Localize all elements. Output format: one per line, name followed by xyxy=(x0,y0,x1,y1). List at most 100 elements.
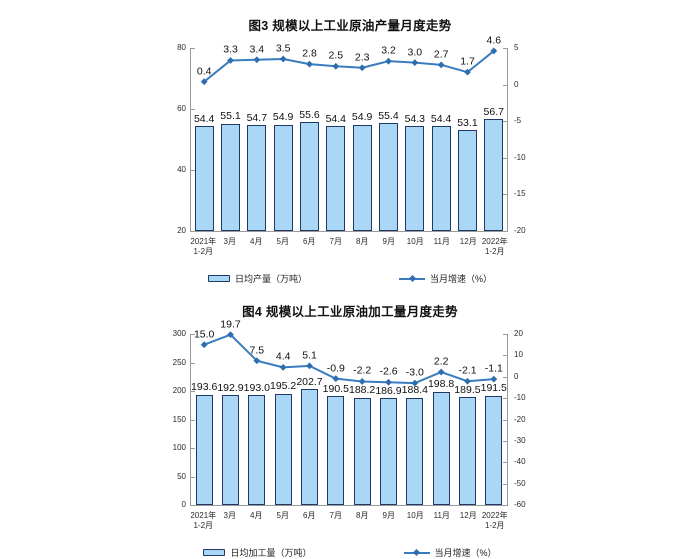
bar[interactable] xyxy=(458,397,476,505)
y-axis-tick-label: 80 xyxy=(177,43,186,52)
bar[interactable] xyxy=(195,394,213,505)
bar-slot: 55.6 xyxy=(296,48,322,231)
x-axis-label: 9月 xyxy=(382,511,395,520)
y-axis-tick-label: 0 xyxy=(181,500,186,509)
bar[interactable] xyxy=(353,397,371,505)
line-value-label: -2.6 xyxy=(379,365,398,378)
figure-3: 图3 规模以上工业原油产量月度走势 54.4 55.1 54.7 54.9 55.6 54… xyxy=(0,0,700,292)
y-axis-tick-label: 250 xyxy=(172,357,186,367)
bar[interactable] xyxy=(247,125,267,231)
y2-axis-tick-label: 5 xyxy=(514,43,519,52)
line-value-label: 3.4 xyxy=(249,43,265,56)
bar-slot: 193.0 xyxy=(244,334,270,505)
bar-slot: 54.3 xyxy=(402,48,428,231)
bar-value-label: 54.9 xyxy=(272,111,294,124)
x-axis-label: 9月 xyxy=(382,237,395,246)
x-axis-label: 4月 xyxy=(250,237,263,246)
bar-value-label: 188.2 xyxy=(348,384,376,397)
bar[interactable] xyxy=(274,393,292,505)
y2-axis-tick-label: -5 xyxy=(514,116,522,126)
bar[interactable] xyxy=(484,119,504,231)
bar-value-label: 56.7 xyxy=(483,105,504,118)
bar-value-label: 55.4 xyxy=(378,109,399,122)
bar[interactable] xyxy=(431,126,451,231)
figure-4-x-axis-labels: 2021年 1-2月 3月 4月 5月 6月 7月 8月 9月 10月 11月 12月 2022年 1… xyxy=(190,508,508,544)
y-axis-tick-mark xyxy=(191,476,195,478)
line-value-label: 2.2 xyxy=(433,355,449,368)
line-value-label: 2.7 xyxy=(433,48,449,61)
y2-axis-tick-label: -30 xyxy=(514,435,526,445)
y2-axis-tick-mark xyxy=(503,121,507,123)
bar-value-label: 54.9 xyxy=(351,111,373,124)
y2-axis-tick-mark xyxy=(503,376,507,378)
y-axis-tick-label: 50 xyxy=(177,471,186,481)
bar-value-label: 202.7 xyxy=(296,375,323,388)
y2-axis-tick-label: -10 xyxy=(514,152,526,162)
bar-slot: 191.5 xyxy=(481,334,507,505)
bar-slot: 54.9 xyxy=(349,48,375,231)
x-axis-label: 8月 xyxy=(356,237,369,246)
bar[interactable] xyxy=(248,395,266,505)
bar-slot: 190.5 xyxy=(323,334,349,505)
figure-4-legend-bar: 日均加工量（万吨） xyxy=(203,546,312,559)
x-axis-label: 6月 xyxy=(303,237,316,246)
bar[interactable] xyxy=(300,389,318,505)
bar-slot: 55.1 xyxy=(217,48,243,231)
line-value-label: -2.2 xyxy=(353,364,372,377)
line-swatch-icon xyxy=(403,548,430,557)
y2-axis-tick-label: 0 xyxy=(514,371,519,381)
bar[interactable] xyxy=(221,395,239,505)
bar[interactable] xyxy=(485,395,503,505)
y2-axis-tick-label: -10 xyxy=(514,393,526,403)
y2-axis-tick-mark xyxy=(503,355,507,357)
bar[interactable] xyxy=(457,130,477,231)
line-value-label: 3.0 xyxy=(407,46,423,59)
figure-3-legend-bar-label: 日均产量（万吨） xyxy=(234,274,307,284)
x-axis-label: 6月 xyxy=(303,511,316,520)
line-value-label: -3.0 xyxy=(405,366,424,379)
y2-axis-tick-label: 0 xyxy=(514,79,519,89)
y2-axis-tick-mark xyxy=(503,419,507,421)
x-axis-label: 2022年 1-2月 xyxy=(481,237,508,256)
figure-4-legend-line-label: 当月增速（%） xyxy=(434,548,497,558)
bar[interactable] xyxy=(406,397,424,505)
y2-axis-tick-mark xyxy=(503,231,507,232)
line-value-label: 5.1 xyxy=(302,349,317,362)
bar[interactable] xyxy=(194,126,214,231)
x-axis-label: 3月 xyxy=(223,511,236,520)
bar-value-label: 190.5 xyxy=(322,382,349,395)
bar-value-label: 54.7 xyxy=(246,111,268,124)
bar[interactable] xyxy=(327,396,345,505)
bar[interactable] xyxy=(378,123,398,231)
bar[interactable] xyxy=(273,124,293,231)
bar[interactable] xyxy=(299,122,319,231)
bar-slot: 198.8 xyxy=(428,334,454,505)
bar[interactable] xyxy=(432,391,450,505)
x-axis-label: 11月 xyxy=(433,237,450,246)
bar-slot: 195.2 xyxy=(270,334,296,505)
bar-swatch-icon xyxy=(207,275,230,282)
line-value-label: 2.5 xyxy=(328,49,344,62)
bar-value-label: 54.3 xyxy=(404,112,425,125)
figure-4-plot: 193.6 192.9 193.0 195.2 202.7 190.5 188.2 186.9… xyxy=(130,319,570,544)
x-axis-label: 2022年 1-2月 xyxy=(481,511,508,530)
bar[interactable] xyxy=(379,398,397,505)
figure-3-legend: 日均产量（万吨） 当月增速（%） xyxy=(0,272,700,285)
bar[interactable] xyxy=(352,124,372,231)
x-axis-label: 10月 xyxy=(406,237,424,246)
bar[interactable] xyxy=(326,126,346,231)
figure-4-plot-area: 193.6 192.9 193.0 195.2 202.7 190.5 188.2 186.9… xyxy=(173,319,526,508)
bar-value-label: 55.6 xyxy=(299,108,320,121)
y-axis-tick-mark xyxy=(191,419,195,421)
line-value-label: 4.6 xyxy=(486,34,502,47)
figure-3-legend-bar: 日均产量（万吨） xyxy=(207,272,307,285)
y-axis-tick-mark xyxy=(191,391,195,392)
y2-axis-tick-label: -20 xyxy=(514,226,526,235)
y2-axis-tick-mark xyxy=(503,84,507,86)
bar[interactable] xyxy=(220,123,240,231)
figure-3-x-axis-labels: 2021年 1-2月 3月 4月 5月 6月 7月 8月 9月 10月 11月 12月 2022年 1… xyxy=(190,234,508,270)
bar[interactable] xyxy=(405,126,425,231)
y2-axis-tick-mark xyxy=(503,194,507,196)
bar-value-label: 54.4 xyxy=(430,112,452,125)
x-axis-label: 4月 xyxy=(250,511,263,520)
